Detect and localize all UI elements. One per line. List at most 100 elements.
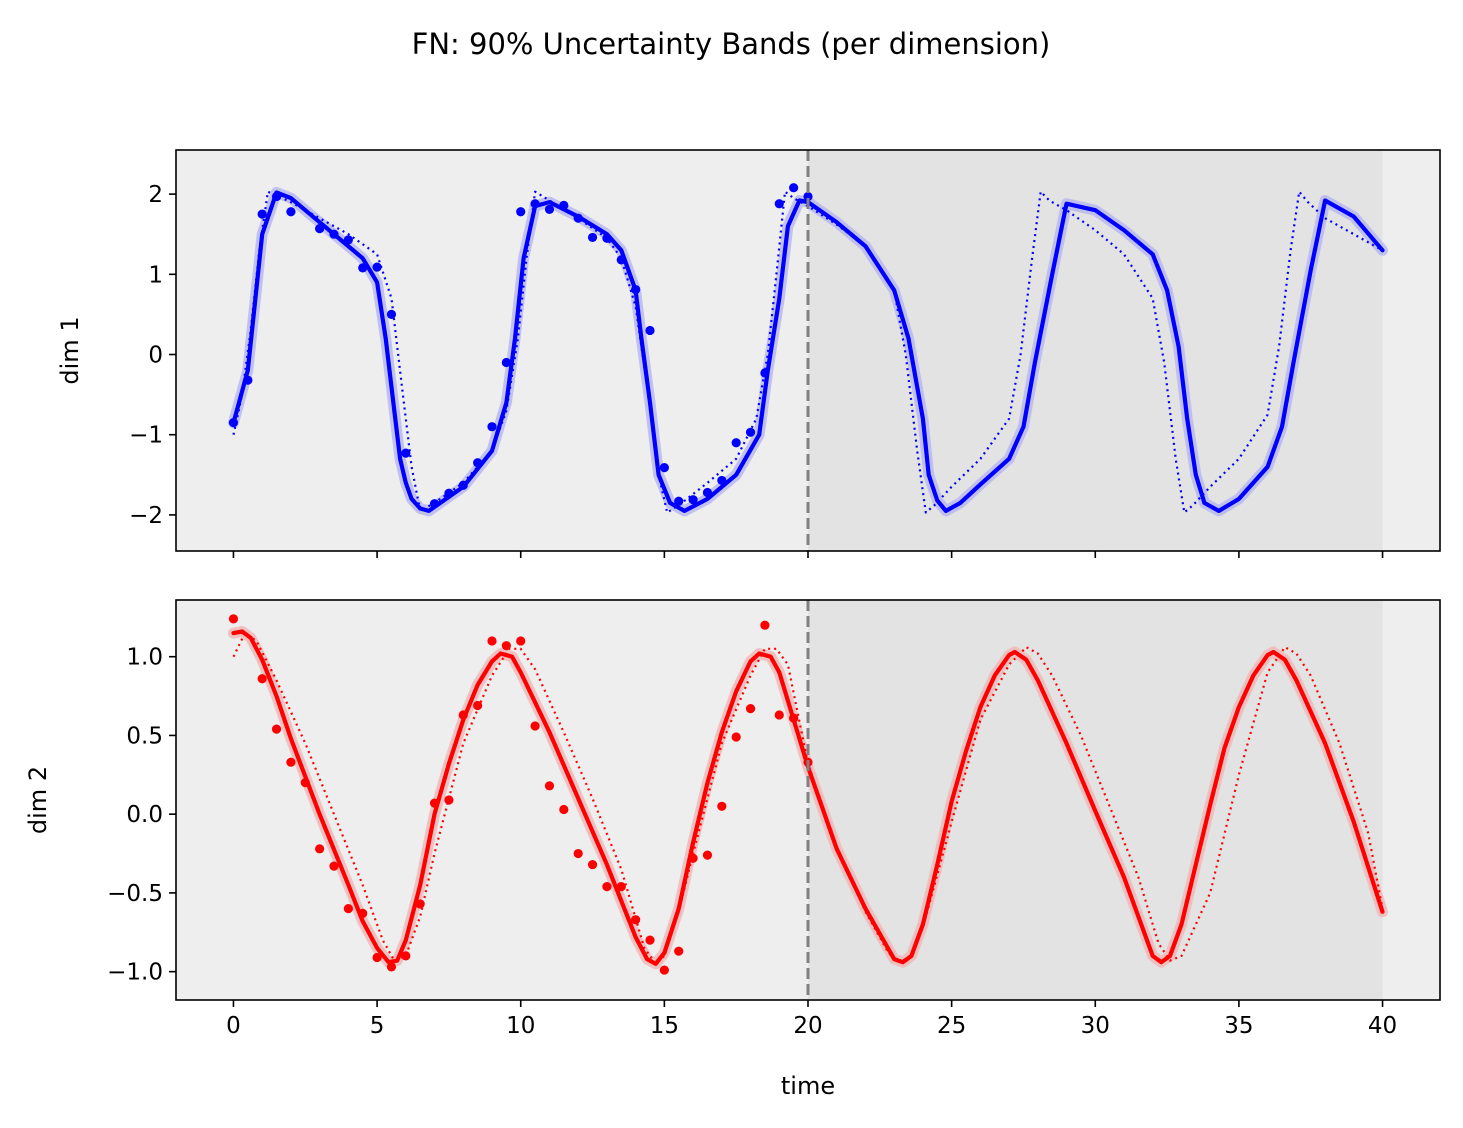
bottom-observation-point [731, 732, 741, 742]
top-observation-point [674, 496, 684, 506]
bottom-observation-point [343, 904, 353, 914]
top-observation-point [803, 191, 813, 202]
top-observation-point [573, 213, 583, 223]
top-observation-point [516, 207, 526, 217]
top-observation-point [487, 422, 497, 432]
bottom-x-tick-label: 40 [1368, 1013, 1397, 1039]
bottom-observation-point [789, 713, 799, 723]
top-observation-point [358, 263, 368, 273]
top-observation-point [688, 495, 698, 505]
bottom-observation-point [372, 952, 382, 963]
bottom-observation-point [659, 965, 669, 975]
bottom-x-tick-label: 35 [1224, 1013, 1253, 1039]
bottom-observation-point [271, 724, 282, 734]
top-observation-point [329, 229, 339, 239]
bottom-y-axis-label: dim 2 [24, 766, 52, 834]
top-observation-point [372, 262, 382, 272]
bottom-y-tick-label: 0.0 [126, 802, 163, 828]
top-y-tick-label: −1 [129, 423, 163, 449]
bottom-observation-point [286, 757, 296, 767]
bottom-observation-point [559, 804, 569, 815]
bottom-observation-point [645, 935, 655, 945]
top-observation-point [243, 375, 253, 385]
top-observation-point [760, 368, 770, 378]
top-observation-point [645, 325, 655, 336]
bottom-observation-point [774, 710, 784, 720]
top-observation-point [286, 207, 296, 217]
bottom-observation-point [358, 908, 368, 918]
bottom-observation-point [228, 614, 239, 624]
bottom-observation-point [616, 882, 626, 892]
top-observation-point [401, 448, 411, 458]
bottom-observation-point [760, 620, 770, 630]
top-observation-point [257, 209, 267, 219]
bottom-observation-point [573, 848, 583, 859]
bottom-observation-point [257, 674, 267, 684]
top-observation-point [473, 458, 483, 468]
bottom-x-tick-label: 30 [1081, 1013, 1110, 1039]
bottom-observation-point [717, 801, 727, 811]
top-y-tick-label: −2 [129, 503, 163, 529]
top-observation-point [616, 255, 626, 265]
bottom-observation-point [415, 899, 425, 909]
bottom-y-tick-label: −0.5 [107, 881, 163, 907]
top-y-tick-label: 2 [148, 182, 163, 208]
top-observation-point [731, 438, 741, 448]
bottom-observation-point [587, 859, 598, 870]
bottom-panel: −1.0 −0.5 0.0 0.5 1.0 0 5 10 15 20 25 30 35 40 dim 2 [24, 599, 1441, 1039]
top-observation-point [602, 233, 612, 243]
top-observation-point [228, 418, 239, 428]
top-observation-point [458, 480, 468, 490]
top-observation-point [429, 499, 440, 509]
bottom-true-line [232, 631, 1384, 965]
top-observation-point [631, 284, 641, 295]
top-observation-point [386, 309, 397, 320]
bottom-observation-point [602, 882, 612, 892]
bottom-observation-point [530, 721, 540, 731]
bottom-observation-point [544, 781, 555, 791]
top-observation-point [315, 223, 325, 234]
top-observation-point [774, 199, 784, 209]
bottom-x-tick-label: 15 [650, 1013, 679, 1039]
figure-title: FN: 90% Uncertainty Bands (per dimension… [412, 27, 1051, 61]
bottom-observation-point [674, 946, 684, 956]
bottom-observation-point [745, 704, 756, 714]
bottom-observation-point [473, 700, 483, 711]
bottom-observation-point [444, 795, 454, 805]
bottom-x-tick-label: 20 [793, 1013, 822, 1039]
bottom-x-tick-label: 5 [370, 1013, 385, 1039]
bottom-observation-point [688, 853, 698, 863]
x-axis-label: time [781, 1072, 835, 1100]
top-observation-point [501, 357, 511, 368]
bottom-mean-line [231, 629, 1385, 966]
top-observation-point [559, 200, 569, 210]
bottom-observation-point [631, 915, 641, 925]
top-observation-point [530, 199, 540, 209]
top-mean-line [231, 190, 1385, 513]
bottom-x-tick-label: 10 [506, 1013, 535, 1039]
bottom-observation-point [516, 636, 526, 646]
top-y-axis-label: dim 1 [56, 316, 84, 384]
bottom-observation-point [401, 951, 411, 961]
top-observation-point [587, 232, 598, 243]
top-observation-point [789, 183, 799, 193]
bottom-observation-point [329, 861, 339, 871]
bottom-observation-point [315, 844, 325, 854]
top-observation-point [444, 488, 454, 498]
bottom-y-tick-label: −1.0 [107, 960, 163, 986]
bottom-observation-point [501, 641, 511, 651]
bottom-observation-point [487, 636, 497, 646]
bottom-observation-point [702, 850, 713, 860]
bottom-y-tick-label: 1.0 [126, 645, 163, 671]
top-observation-point [745, 427, 756, 437]
top-observation-point [271, 191, 282, 202]
bottom-observation-point [458, 710, 468, 720]
top-observation-point [544, 204, 555, 214]
bottom-x-tick-label: 0 [226, 1013, 241, 1039]
top-y-tick-label: 0 [148, 343, 163, 369]
top-y-tick-label: 1 [148, 262, 163, 288]
bottom-observation-point [300, 778, 310, 788]
top-observation-point [717, 475, 727, 486]
top-observation-point [702, 487, 713, 498]
